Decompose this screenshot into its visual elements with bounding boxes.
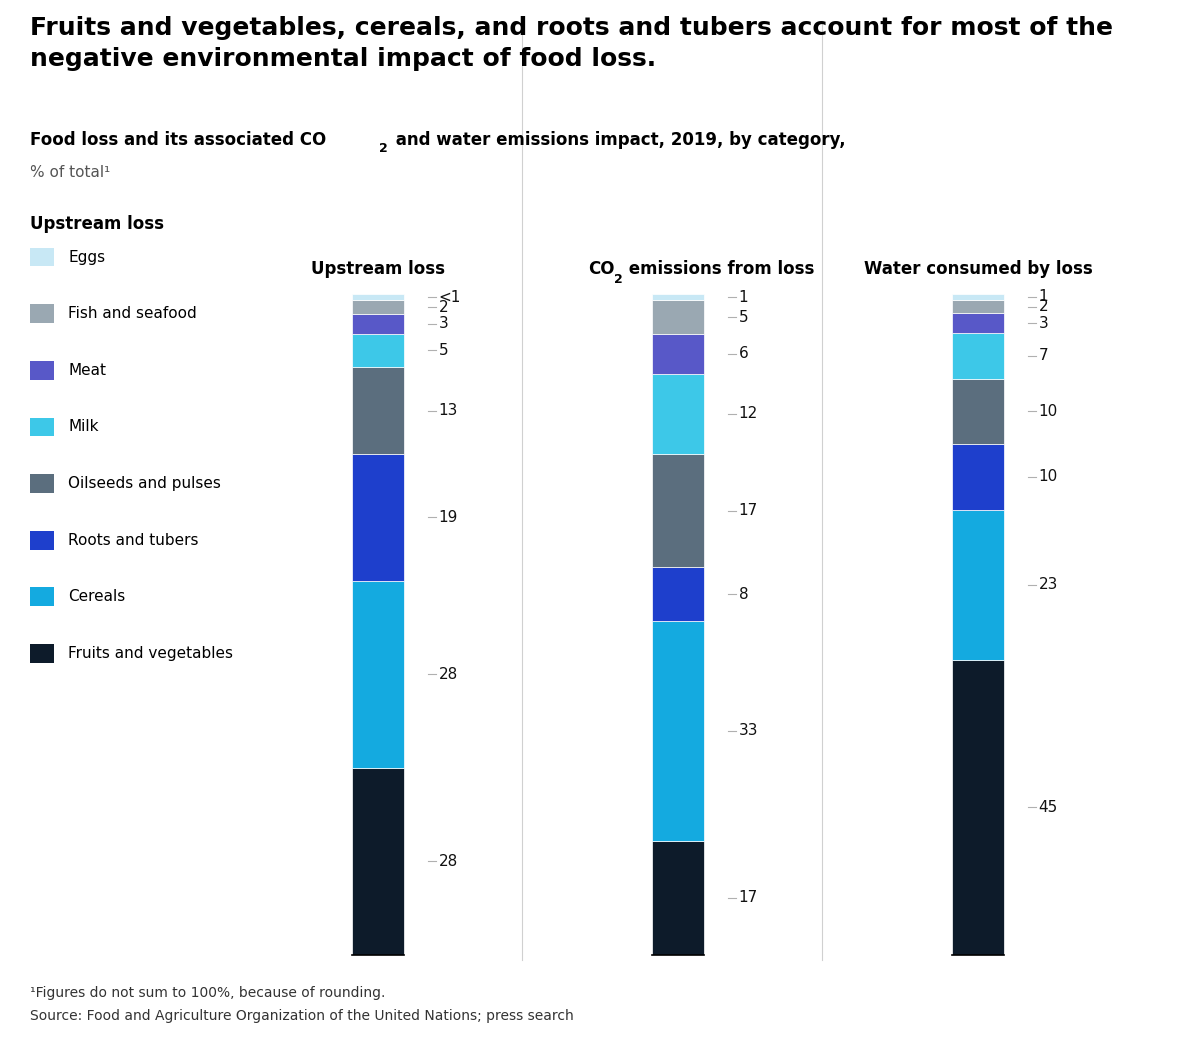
Text: ¹Figures do not sum to 100%, because of rounding.: ¹Figures do not sum to 100%, because of … <box>30 986 385 1000</box>
Bar <box>952 444 1004 510</box>
Bar <box>652 294 704 300</box>
Bar <box>652 334 704 373</box>
Text: <1: <1 <box>439 290 461 304</box>
Text: 28: 28 <box>439 854 458 869</box>
Text: negative environmental impact of food loss.: negative environmental impact of food lo… <box>30 47 656 71</box>
Bar <box>352 367 404 454</box>
Text: 5: 5 <box>738 309 749 324</box>
Bar <box>352 334 404 367</box>
Text: emissions from loss: emissions from loss <box>623 260 814 278</box>
Text: Roots and tubers: Roots and tubers <box>68 533 199 548</box>
Bar <box>652 373 704 454</box>
Text: Oilseeds and pulses: Oilseeds and pulses <box>68 476 221 491</box>
Text: 33: 33 <box>738 724 758 738</box>
Bar <box>652 300 704 334</box>
Bar <box>352 300 404 314</box>
Bar <box>352 314 404 334</box>
Text: 23: 23 <box>1038 577 1058 593</box>
Text: Fruits and vegetables: Fruits and vegetables <box>68 646 233 661</box>
Bar <box>652 841 704 955</box>
Bar <box>952 510 1004 660</box>
Text: Water consumed by loss: Water consumed by loss <box>864 260 1092 278</box>
Bar <box>952 333 1004 379</box>
Bar <box>652 568 704 621</box>
Text: 10: 10 <box>1038 470 1058 485</box>
Text: 19: 19 <box>439 510 458 524</box>
Text: CO: CO <box>588 260 614 278</box>
Text: Cereals: Cereals <box>68 590 126 604</box>
Bar <box>352 454 404 581</box>
Bar <box>352 581 404 768</box>
Text: 7: 7 <box>1038 348 1049 363</box>
Text: 2: 2 <box>439 300 449 315</box>
Text: 17: 17 <box>738 891 758 905</box>
Text: Upstream loss: Upstream loss <box>311 260 445 278</box>
Text: Meat: Meat <box>68 363 107 378</box>
Text: Food loss and its associated CO: Food loss and its associated CO <box>30 131 326 149</box>
Bar <box>952 300 1004 314</box>
Text: and water emissions impact, 2019, by category,: and water emissions impact, 2019, by cat… <box>390 131 846 149</box>
Text: 6: 6 <box>738 346 749 361</box>
Text: Milk: Milk <box>68 420 98 434</box>
Text: Fruits and vegetables, cereals, and roots and tubers account for most of the: Fruits and vegetables, cereals, and root… <box>30 16 1114 40</box>
Text: 10: 10 <box>1038 404 1058 419</box>
Bar <box>352 294 404 300</box>
Text: 1: 1 <box>738 290 749 304</box>
Text: 3: 3 <box>1038 316 1049 330</box>
Text: Fish and seafood: Fish and seafood <box>68 306 197 321</box>
Text: 17: 17 <box>738 504 758 518</box>
Text: Upstream loss: Upstream loss <box>30 215 164 233</box>
Text: 1: 1 <box>1038 290 1049 304</box>
Text: 3: 3 <box>439 316 449 331</box>
Bar <box>652 621 704 841</box>
Bar <box>952 314 1004 333</box>
Text: 2: 2 <box>379 142 388 154</box>
Text: 2: 2 <box>614 274 623 286</box>
Text: 8: 8 <box>738 586 749 602</box>
Bar <box>652 454 704 568</box>
Bar <box>952 379 1004 444</box>
Text: 45: 45 <box>1038 800 1058 815</box>
Text: 13: 13 <box>439 403 458 419</box>
Bar <box>952 660 1004 955</box>
Text: 2: 2 <box>1038 299 1049 315</box>
Text: 12: 12 <box>738 406 758 422</box>
Text: % of total¹: % of total¹ <box>30 165 110 179</box>
Text: 5: 5 <box>439 343 449 358</box>
Bar <box>952 294 1004 300</box>
Text: 28: 28 <box>439 667 458 682</box>
Bar <box>352 768 404 955</box>
Text: Eggs: Eggs <box>68 250 106 264</box>
Text: Source: Food and Agriculture Organization of the United Nations; press search: Source: Food and Agriculture Organizatio… <box>30 1009 574 1023</box>
